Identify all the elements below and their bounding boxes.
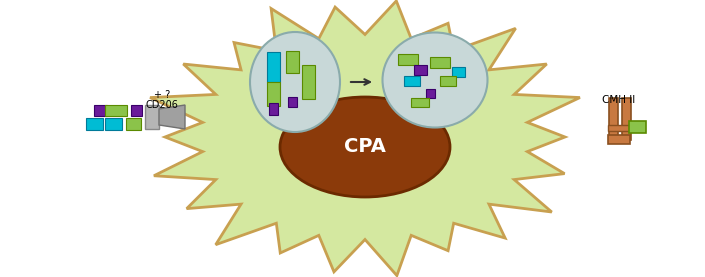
Bar	[286, 51, 298, 73]
Bar	[451, 67, 465, 77]
Bar	[608, 125, 630, 131]
Bar	[628, 121, 646, 133]
Bar	[622, 98, 630, 140]
Bar	[426, 88, 434, 98]
Bar	[130, 104, 142, 116]
Bar	[104, 118, 121, 130]
Text: CPA: CPA	[344, 137, 386, 157]
Bar	[266, 82, 279, 106]
Bar	[398, 53, 418, 65]
Bar	[145, 105, 159, 129]
Bar	[411, 98, 429, 106]
Bar	[85, 118, 102, 130]
Ellipse shape	[250, 32, 340, 132]
Bar	[125, 118, 140, 130]
Bar	[94, 104, 106, 116]
Bar	[608, 98, 618, 140]
Bar	[266, 52, 279, 82]
Bar	[430, 57, 450, 68]
Polygon shape	[159, 105, 185, 129]
Bar	[608, 135, 630, 143]
Bar	[404, 76, 420, 86]
Ellipse shape	[383, 32, 487, 127]
Bar	[288, 97, 297, 107]
Bar	[414, 65, 427, 75]
Text: CD206: CD206	[145, 100, 178, 110]
Bar	[302, 65, 314, 99]
Polygon shape	[150, 1, 580, 276]
Bar	[440, 76, 456, 86]
Ellipse shape	[280, 97, 450, 197]
Text: + ?: + ?	[154, 90, 170, 100]
Bar	[105, 104, 127, 116]
Bar	[269, 103, 278, 115]
Text: CMH II: CMH II	[602, 95, 636, 105]
